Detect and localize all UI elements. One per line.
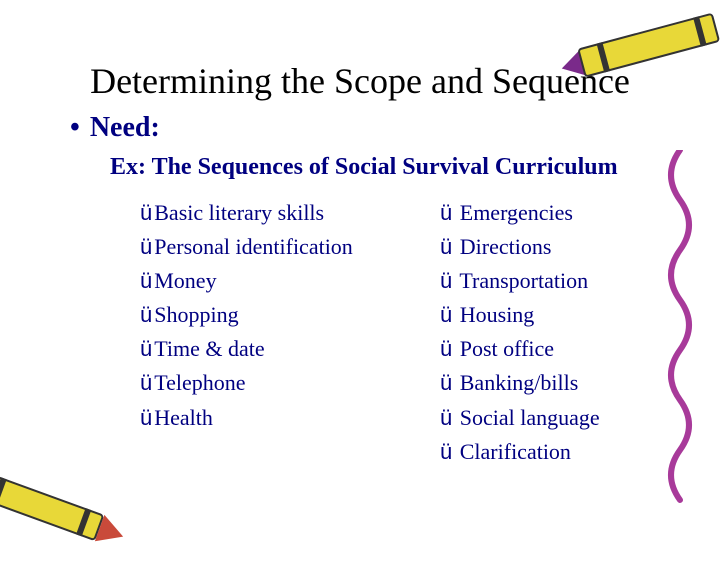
check-icon: ü bbox=[140, 196, 152, 230]
item-text: Emergencies bbox=[460, 200, 573, 225]
column-right: ü Emergencies ü Directions ü Transportat… bbox=[440, 196, 690, 469]
list-item: üBasic literary skills bbox=[140, 196, 440, 230]
check-icon: ü bbox=[440, 401, 452, 435]
item-text: Post office bbox=[460, 336, 554, 361]
check-icon: ü bbox=[140, 230, 152, 264]
check-icon: ü bbox=[140, 298, 152, 332]
crayon-decoration-bottom bbox=[0, 460, 147, 580]
list-item: üPersonal identification bbox=[140, 230, 440, 264]
list-item: ü Transportation bbox=[440, 264, 690, 298]
list-item: ü Directions bbox=[440, 230, 690, 264]
item-text: Basic literary skills bbox=[154, 200, 324, 225]
item-text: Transportation bbox=[459, 268, 588, 293]
column-left: üBasic literary skills üPersonal identif… bbox=[140, 196, 440, 469]
check-icon: ü bbox=[140, 366, 152, 400]
check-icon: ü bbox=[440, 298, 452, 332]
check-icon: ü bbox=[440, 435, 452, 469]
item-text: Personal identification bbox=[154, 234, 353, 259]
list-item: ü Post office bbox=[440, 332, 690, 366]
item-text: Money bbox=[154, 268, 216, 293]
check-icon: ü bbox=[440, 264, 452, 298]
item-text: Telephone bbox=[154, 370, 245, 395]
need-line: • Need: bbox=[70, 112, 670, 144]
check-icon: ü bbox=[440, 230, 452, 264]
list-item: üShopping bbox=[140, 298, 440, 332]
columns-container: üBasic literary skills üPersonal identif… bbox=[140, 196, 670, 469]
check-icon: ü bbox=[140, 401, 152, 435]
item-text: Directions bbox=[460, 234, 552, 259]
item-text: Clarification bbox=[460, 439, 571, 464]
list-item: ü Housing bbox=[440, 298, 690, 332]
check-icon: ü bbox=[140, 264, 152, 298]
check-icon: ü bbox=[440, 366, 452, 400]
item-text: Time & date bbox=[154, 336, 264, 361]
item-text: Health bbox=[154, 405, 213, 430]
subtitle: Ex: The Sequences of Social Survival Cur… bbox=[110, 154, 670, 181]
bullet-icon: • bbox=[70, 112, 80, 144]
check-icon: ü bbox=[440, 196, 452, 230]
item-text: Banking/bills bbox=[460, 370, 579, 395]
list-item: üMoney bbox=[140, 264, 440, 298]
list-item: üTime & date bbox=[140, 332, 440, 366]
item-text: Housing bbox=[460, 302, 535, 327]
list-item: ü Banking/bills bbox=[440, 366, 690, 400]
squiggle-decoration bbox=[660, 150, 700, 510]
list-item: ü Clarification bbox=[440, 435, 690, 469]
check-icon: ü bbox=[140, 332, 152, 366]
slide-container: Determining the Scope and Sequence •Need… bbox=[0, 0, 720, 540]
item-text: Shopping bbox=[154, 302, 238, 327]
item-text: Social language bbox=[460, 405, 600, 430]
check-icon: ü bbox=[440, 332, 452, 366]
need-label: Need: bbox=[90, 112, 160, 143]
list-item: ü Social language bbox=[440, 401, 690, 435]
list-item: üHealth bbox=[140, 401, 440, 435]
list-item: ü Emergencies bbox=[440, 196, 690, 230]
list-item: üTelephone bbox=[140, 366, 440, 400]
